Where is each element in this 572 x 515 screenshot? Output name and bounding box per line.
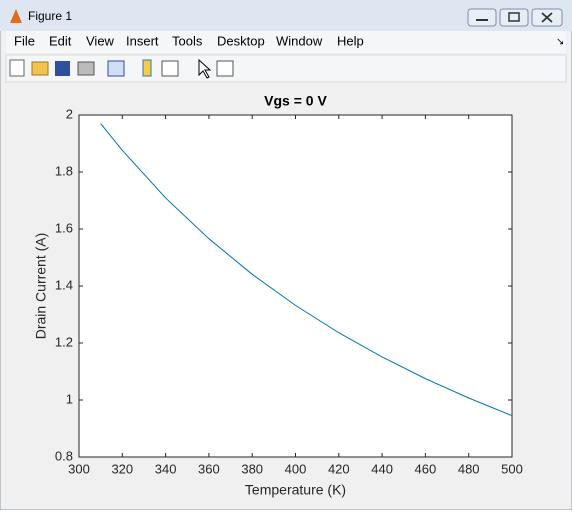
new-icon[interactable]	[9, 59, 25, 77]
maximize-glyph	[508, 12, 520, 22]
x-tick-label: 360	[198, 461, 220, 476]
y-tick-label: 1.8	[55, 163, 73, 178]
plot-area	[78, 114, 513, 458]
x-tick-label: 460	[415, 461, 437, 476]
print-icon[interactable]	[77, 61, 95, 76]
menu-items: File Edit View Insert Tools Desktop Window Help	[14, 33, 364, 48]
maximize-button[interactable]	[499, 8, 529, 27]
y-tick-label: 1.6	[55, 220, 73, 235]
property-icon[interactable]	[216, 60, 234, 77]
pointer-icon[interactable]	[198, 58, 212, 79]
x-axis-label: Temperature (K)	[245, 482, 346, 498]
menu-item[interactable]: Insert	[126, 33, 159, 48]
menu-item[interactable]: File	[14, 33, 35, 48]
x-tick-label: 380	[241, 461, 263, 476]
y-tick-label: 1	[66, 391, 73, 406]
y-tick-label: 0.8	[55, 448, 73, 463]
menu-arrow: ↘	[556, 37, 564, 48]
x-tick-label: 340	[155, 461, 177, 476]
menu-bar	[6, 31, 566, 53]
x-tick-label: 480	[458, 461, 480, 476]
toolbar-icons	[9, 58, 234, 79]
save-icon[interactable]	[55, 61, 70, 76]
close-glyph	[541, 12, 553, 23]
chart: 300 320 340 360 380 400 420 440 460 480 500 0.8 1 1.2…	[33, 93, 523, 498]
link-icon[interactable]	[107, 60, 125, 77]
x-tick-label: 400	[285, 461, 307, 476]
x-tick-label: 420	[328, 461, 350, 476]
menu-item[interactable]: Desktop	[217, 33, 265, 48]
menu-item[interactable]: Window	[276, 33, 323, 48]
menu-item[interactable]: Edit	[49, 33, 72, 48]
legend-icon[interactable]	[161, 60, 179, 77]
x-tick-label: 320	[111, 461, 133, 476]
x-tick-label: 500	[501, 461, 523, 476]
y-axis-label: Drain Current (A)	[33, 233, 49, 340]
app-icon	[10, 9, 22, 23]
y-tick-label: 1.4	[55, 277, 73, 292]
x-tick-label: 300	[68, 461, 90, 476]
menu-item[interactable]: View	[86, 33, 115, 48]
colorbar-icon[interactable]	[142, 59, 152, 77]
menu-item[interactable]: Tools	[172, 33, 203, 48]
open-icon[interactable]	[31, 61, 49, 76]
chart-title: Vgs = 0 V	[264, 93, 327, 109]
y-tick-label: 1.2	[55, 334, 73, 349]
window-title: Figure 1	[28, 9, 72, 23]
data-line	[100, 123, 513, 417]
x-tick-label: 440	[371, 461, 393, 476]
y-tick-label: 2	[66, 106, 73, 121]
minimize-button[interactable]	[467, 8, 497, 27]
menu-item[interactable]: Help	[337, 33, 364, 48]
toolbar	[5, 54, 567, 83]
